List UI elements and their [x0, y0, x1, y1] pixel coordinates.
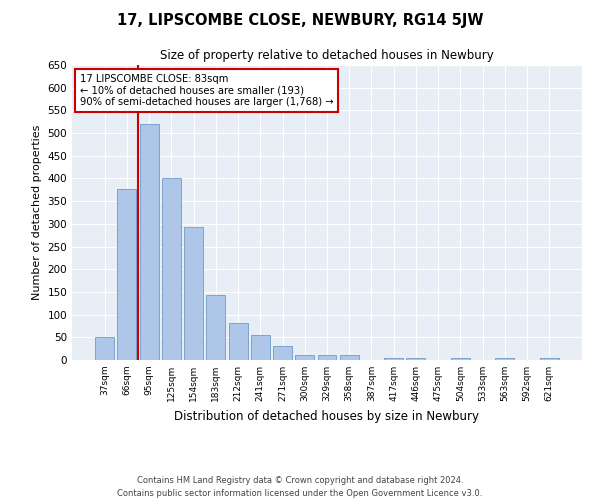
- Bar: [384, 358, 403, 360]
- Bar: [95, 337, 114, 360]
- Bar: [540, 358, 559, 360]
- X-axis label: Distribution of detached houses by size in Newbury: Distribution of detached houses by size …: [175, 410, 479, 422]
- Bar: [451, 358, 470, 360]
- Bar: [406, 358, 425, 360]
- Y-axis label: Number of detached properties: Number of detached properties: [32, 125, 42, 300]
- Bar: [184, 227, 203, 360]
- Bar: [496, 358, 514, 360]
- Bar: [317, 354, 337, 360]
- Title: Size of property relative to detached houses in Newbury: Size of property relative to detached ho…: [160, 50, 494, 62]
- Bar: [118, 189, 136, 360]
- Bar: [162, 178, 181, 360]
- Text: 17 LIPSCOMBE CLOSE: 83sqm
← 10% of detached houses are smaller (193)
90% of semi: 17 LIPSCOMBE CLOSE: 83sqm ← 10% of detac…: [80, 74, 333, 107]
- Bar: [295, 354, 314, 360]
- Text: 17, LIPSCOMBE CLOSE, NEWBURY, RG14 5JW: 17, LIPSCOMBE CLOSE, NEWBURY, RG14 5JW: [117, 12, 483, 28]
- Bar: [251, 335, 270, 360]
- Bar: [229, 323, 248, 360]
- Bar: [273, 346, 292, 360]
- Bar: [340, 354, 359, 360]
- Bar: [206, 295, 225, 360]
- Text: Contains HM Land Registry data © Crown copyright and database right 2024.
Contai: Contains HM Land Registry data © Crown c…: [118, 476, 482, 498]
- Bar: [140, 124, 158, 360]
